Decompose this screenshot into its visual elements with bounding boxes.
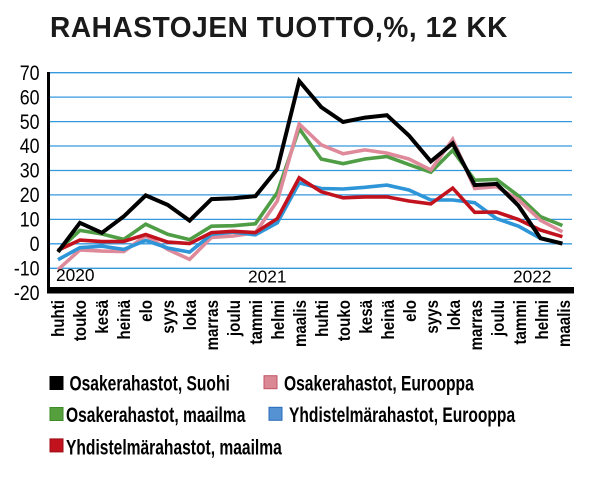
svg-text:tammi: tammi xyxy=(246,300,267,344)
svg-text:loka: loka xyxy=(180,299,201,330)
svg-text:joulu: joulu xyxy=(488,300,509,337)
svg-text:huhti: huhti xyxy=(48,300,69,337)
svg-text:maalis: maalis xyxy=(554,300,575,347)
svg-text:50: 50 xyxy=(20,110,40,134)
svg-text:Osakerahastot, Suohi: Osakerahastot, Suohi xyxy=(70,371,230,395)
svg-text:Yhdistelmärahastot, maailma: Yhdistelmärahastot, maailma xyxy=(66,435,282,459)
svg-text:70: 70 xyxy=(20,62,40,86)
svg-text:40: 40 xyxy=(20,135,40,159)
svg-text:20: 20 xyxy=(20,184,40,208)
svg-text:0: 0 xyxy=(30,233,40,257)
svg-text:kesä: kesä xyxy=(92,299,113,333)
svg-text:touko: touko xyxy=(70,300,91,341)
svg-text:heinä: heinä xyxy=(378,299,399,339)
svg-text:Yhdistelmärahastot, Eurooppa: Yhdistelmärahastot, Eurooppa xyxy=(289,403,516,427)
svg-text:elo: elo xyxy=(400,300,421,322)
svg-text:joulu: joulu xyxy=(224,300,245,337)
svg-text:huhti: huhti xyxy=(312,300,333,337)
svg-text:2020: 2020 xyxy=(56,265,94,285)
svg-text:RAHASTOJEN TUOTTO,%, 12 KK: RAHASTOJEN TUOTTO,%, 12 KK xyxy=(50,12,508,44)
svg-text:Osakerahastot, Eurooppa: Osakerahastot, Eurooppa xyxy=(284,371,474,395)
svg-text:touko: touko xyxy=(334,300,355,341)
svg-text:maalis: maalis xyxy=(290,300,311,347)
svg-text:30: 30 xyxy=(20,159,40,183)
svg-text:loka: loka xyxy=(444,299,465,330)
svg-text:elo: elo xyxy=(136,300,157,322)
svg-text:10: 10 xyxy=(20,208,40,232)
svg-text:-10: -10 xyxy=(14,257,40,281)
svg-text:kesä: kesä xyxy=(356,299,377,333)
svg-text:marras: marras xyxy=(466,300,487,350)
svg-text:helmi: helmi xyxy=(268,300,289,339)
svg-text:-20: -20 xyxy=(14,282,40,306)
svg-text:helmi: helmi xyxy=(532,300,553,339)
svg-text:marras: marras xyxy=(202,300,223,350)
svg-text:2022: 2022 xyxy=(513,267,551,287)
svg-text:60: 60 xyxy=(20,86,40,110)
svg-text:2021: 2021 xyxy=(248,267,286,287)
svg-text:heinä: heinä xyxy=(114,299,135,339)
svg-text:syys: syys xyxy=(422,300,443,334)
svg-text:syys: syys xyxy=(158,300,179,334)
svg-text:tammi: tammi xyxy=(510,300,531,344)
svg-text:Osakerahastot, maailma: Osakerahastot, maailma xyxy=(66,403,246,427)
